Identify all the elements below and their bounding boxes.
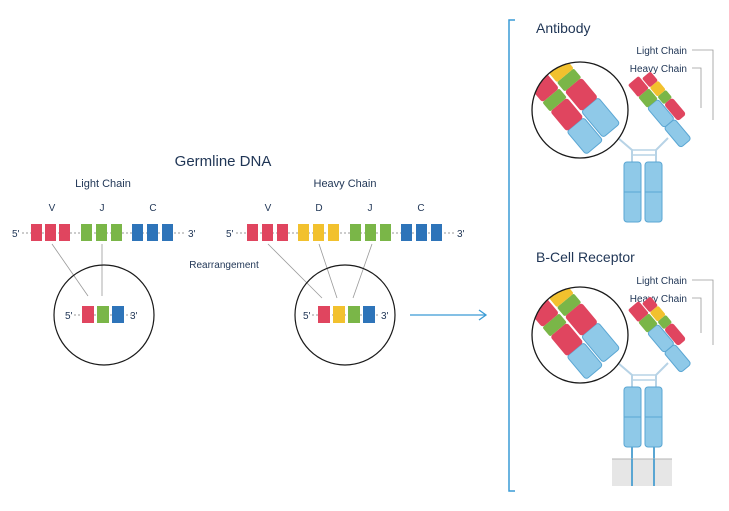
light-v-label: V: [49, 203, 56, 214]
antibody-light-leader: [692, 49, 714, 120]
heavy-v-label: V: [265, 203, 272, 214]
light-j-label: J: [100, 203, 105, 214]
heavy-rearranged-d: [333, 306, 345, 323]
bcr-light-leader: [692, 279, 714, 345]
germline-title: Germline DNA: [175, 153, 272, 170]
heavy-j-segments: [350, 224, 391, 241]
right-panel-bracket: [508, 19, 515, 492]
light-chain-label: Light Chain: [75, 178, 131, 190]
heavy-recombine-line-v: [267, 243, 323, 299]
light-c-label: C: [149, 203, 156, 214]
light-three-prime: 3': [188, 229, 196, 240]
cell-membrane: [612, 459, 672, 486]
expression-arrow-head: [478, 309, 488, 321]
heavy-rearranged-three-prime: 3': [381, 311, 389, 322]
antibody-magnified-fab: [531, 61, 629, 159]
light-rearranged-five-prime: 5': [65, 311, 73, 322]
heavy-rearranged-v: [318, 306, 330, 323]
heavy-rearranged-five-prime: 5': [303, 311, 311, 322]
heavy-rearranged-c: [363, 306, 375, 323]
heavy-rearranged-circle: [294, 264, 396, 366]
bcr-magnified-fab: [531, 286, 629, 384]
light-five-prime: 5': [12, 229, 20, 240]
bcr-title: B-Cell Receptor: [536, 249, 635, 265]
heavy-rearranged-j: [348, 306, 360, 323]
light-v-segments: [31, 224, 70, 241]
light-recombine-line-v: [51, 243, 89, 297]
heavy-d-segments: [298, 224, 339, 241]
light-c-segments: [132, 224, 173, 241]
heavy-c-segments: [401, 224, 442, 241]
heavy-j-label: J: [368, 203, 373, 214]
antibody-heavy-chain-label: Heavy Chain: [630, 64, 687, 75]
heavy-five-prime: 5': [226, 229, 234, 240]
heavy-chain-label: Heavy Chain: [314, 178, 377, 190]
heavy-recombine-line-j: [352, 243, 373, 299]
heavy-c-label: C: [417, 203, 424, 214]
rearrangement-label: Rearrangement: [189, 260, 259, 271]
light-rearranged-three-prime: 3': [130, 311, 138, 322]
light-rearranged-j: [97, 306, 109, 323]
antibody-title: Antibody: [536, 20, 590, 36]
bcr-heavy-chain-label: Heavy Chain: [630, 294, 687, 305]
heavy-d-label: D: [315, 203, 322, 214]
light-rearranged-v: [82, 306, 94, 323]
bcr-heavy-leader: [692, 297, 702, 333]
antibody-heavy-leader: [692, 67, 702, 108]
light-j-segments: [81, 224, 122, 241]
heavy-recombine-line-d: [318, 243, 338, 299]
light-rearranged-c: [112, 306, 124, 323]
bcr-light-chain-label: Light Chain: [636, 276, 687, 287]
antibody-light-chain-label: Light Chain: [636, 46, 687, 57]
heavy-v-segments: [247, 224, 288, 241]
light-rearranged-circle: [53, 264, 155, 366]
heavy-three-prime: 3': [457, 229, 465, 240]
